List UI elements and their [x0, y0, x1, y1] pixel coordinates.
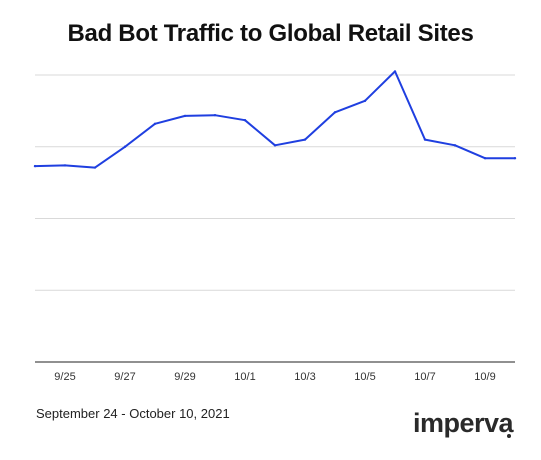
data-point	[423, 138, 427, 141]
x-tick-label: 9/27	[114, 371, 135, 383]
data-point	[363, 99, 367, 103]
data-point	[483, 157, 487, 160]
data-point	[123, 145, 127, 148]
x-tick-label: 10/5	[354, 371, 375, 383]
x-tick-label: 10/1	[234, 371, 255, 383]
x-tick-label: 10/9	[474, 371, 495, 383]
data-point	[333, 111, 337, 114]
series-bad-bot-traffic	[33, 70, 517, 169]
chart-title: Bad Bot Traffic to Global Retail Sites	[67, 20, 474, 47]
data-point	[303, 138, 307, 141]
x-tick-label: 9/29	[174, 371, 195, 383]
data-point	[513, 157, 517, 160]
data-point	[183, 114, 187, 118]
x-tick-label: 10/3	[294, 371, 315, 383]
x-tick-label: 10/7	[414, 371, 435, 383]
data-point	[33, 164, 37, 168]
date-range-label: September 24 - October 10, 2021	[36, 406, 230, 421]
series-line	[34, 70, 515, 169]
gridlines	[35, 74, 515, 291]
data-point	[453, 144, 457, 147]
imperva-logo: imperva	[413, 408, 514, 438]
data-point	[273, 144, 277, 147]
x-tick-labels: 9/25 9/27 9/29 10/1 10/3 10/5 10/7 10/9	[54, 371, 495, 383]
data-point	[393, 70, 397, 73]
data-point	[63, 164, 67, 167]
data-point	[93, 166, 97, 169]
data-point	[153, 122, 157, 125]
logo-dot	[507, 434, 511, 438]
data-point	[243, 119, 247, 122]
data-point	[213, 113, 217, 117]
x-tick-label: 9/25	[54, 371, 75, 383]
